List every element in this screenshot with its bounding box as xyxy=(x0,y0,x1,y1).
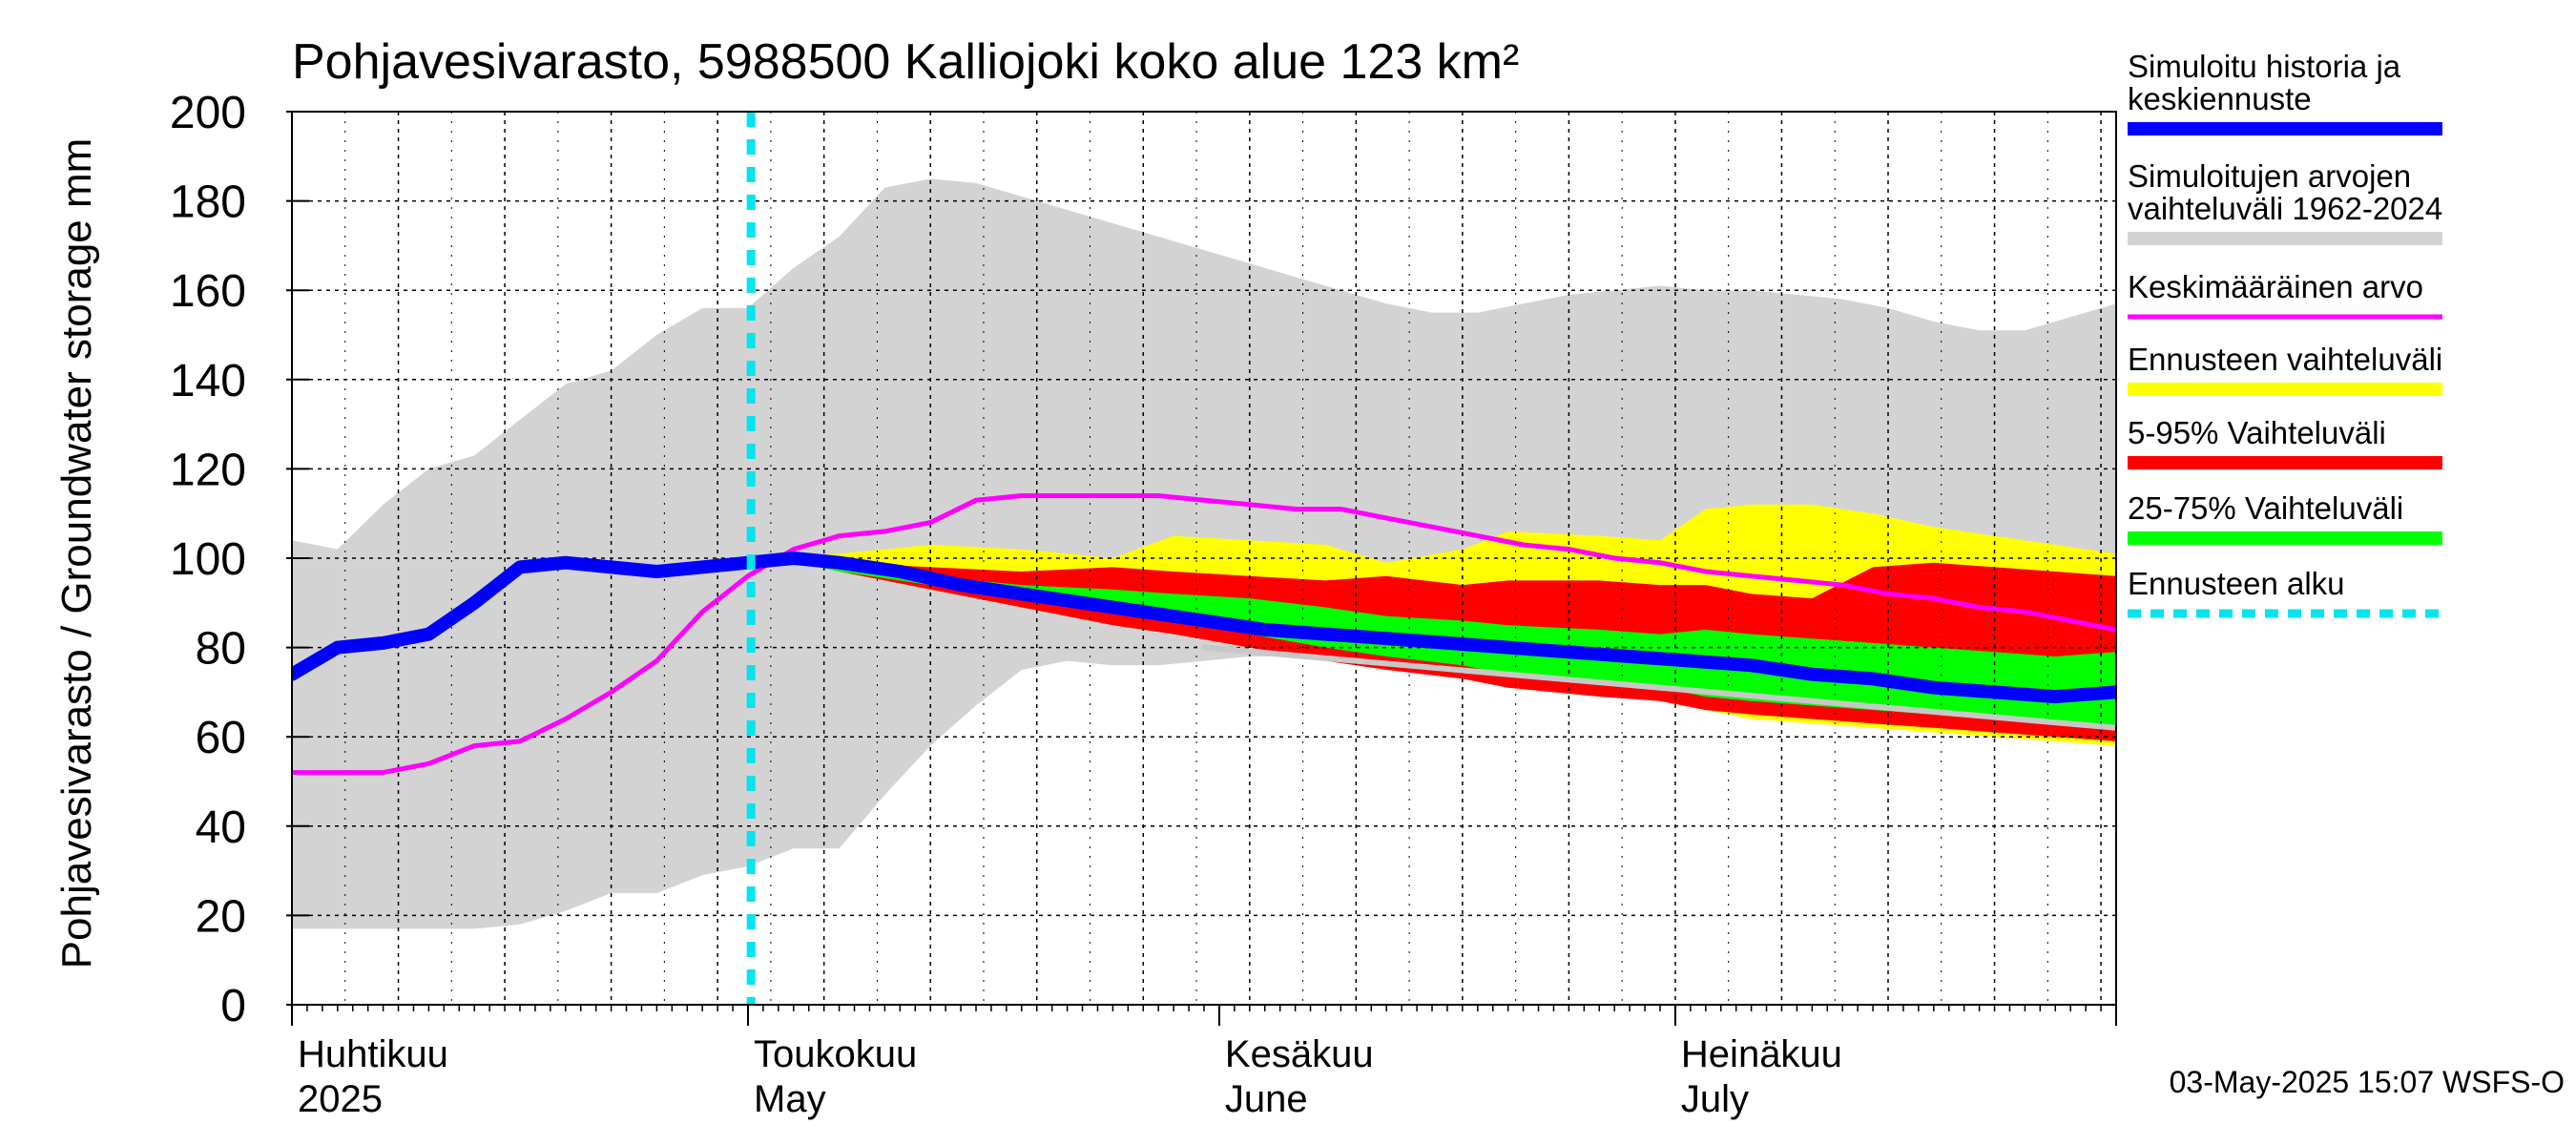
y-tick-label: 40 xyxy=(196,802,246,853)
y-tick-label: 140 xyxy=(170,356,246,406)
y-tick-label: 20 xyxy=(196,891,246,942)
y-tick-label: 120 xyxy=(170,445,246,495)
timestamp-footer: 03-May-2025 15:07 WSFS-O xyxy=(2170,1065,2565,1099)
legend-label: keskiennuste xyxy=(2128,81,2312,116)
legend-label: Ennusteen vaihteluväli xyxy=(2128,342,2442,377)
legend-label: Simuloitu historia ja xyxy=(2128,49,2401,84)
legend-label: vaihteluväli 1962-2024 xyxy=(2128,191,2442,226)
month-label-en: July xyxy=(1681,1078,1749,1120)
y-axis-label: Pohjavesivarasto / Groundwater storage m… xyxy=(53,138,100,969)
plot-content xyxy=(292,112,2116,1005)
y-tick-label: 180 xyxy=(170,177,246,228)
legend-label: Keskimääräinen arvo xyxy=(2128,269,2423,304)
y-tick-label: 80 xyxy=(196,624,246,675)
legend-label: 5-95% Vaihteluväli xyxy=(2128,415,2386,450)
month-label-en: 2025 xyxy=(298,1078,383,1120)
y-tick-label: 100 xyxy=(170,534,246,585)
month-label-en: May xyxy=(754,1078,826,1120)
plot-area xyxy=(292,112,2116,1005)
month-label-fi: Toukokuu xyxy=(754,1033,917,1075)
month-label-fi: Heinäkuu xyxy=(1681,1033,1842,1075)
month-label-en: June xyxy=(1225,1078,1308,1120)
y-tick-label: 160 xyxy=(170,266,246,317)
y-tick-label: 0 xyxy=(220,981,246,1031)
y-tick-label: 60 xyxy=(196,713,246,763)
month-label-fi: Huhtikuu xyxy=(298,1033,448,1075)
month-label-fi: Kesäkuu xyxy=(1225,1033,1374,1075)
line-simulated-history-line-guide xyxy=(1201,644,2116,731)
legend-label: Ennusteen alku xyxy=(2128,566,2345,601)
legend-label: Simuloitujen arvojen xyxy=(2128,158,2411,194)
chart-title: Pohjavesivarasto, 5988500 Kalliojoki kok… xyxy=(292,34,1519,90)
line-keskim-r-inen-arvo xyxy=(292,493,2116,776)
gridlines xyxy=(292,112,2116,1005)
line-simuloitu-historia-ja-keskiennuste xyxy=(292,552,2116,704)
legend-label: 25-75% Vaihteluväli xyxy=(2128,490,2403,526)
y-tick-label: 200 xyxy=(170,88,246,138)
